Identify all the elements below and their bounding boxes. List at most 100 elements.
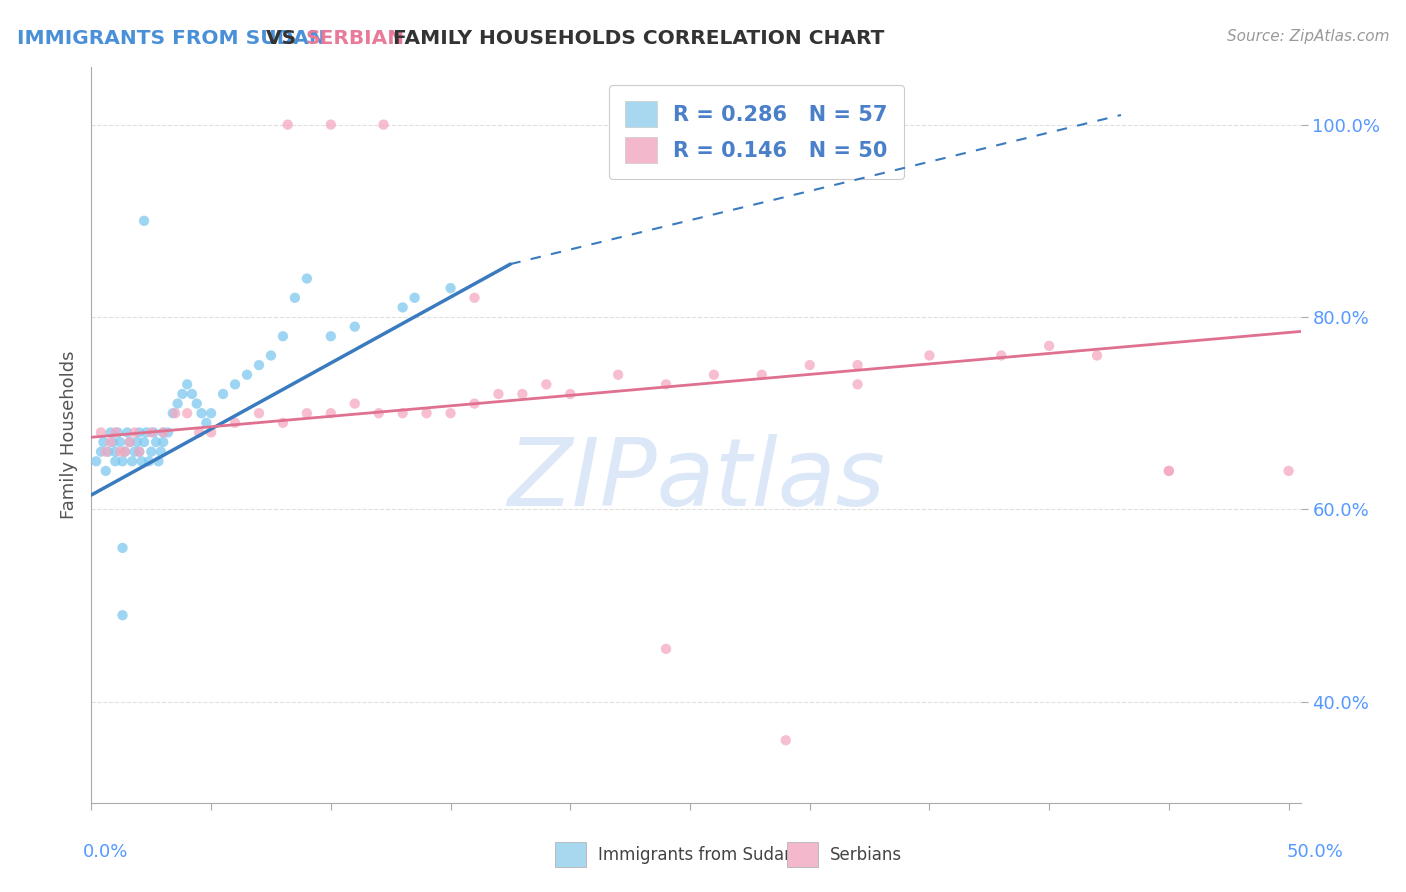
- Point: [343, 319, 366, 334]
- Point: [128, 444, 150, 458]
- Point: [118, 435, 141, 450]
- Point: [560, 387, 582, 401]
- Text: Source: ZipAtlas.com: Source: ZipAtlas.com: [1226, 29, 1389, 44]
- Point: [138, 454, 160, 468]
- Point: [132, 214, 155, 228]
- Point: [125, 435, 148, 450]
- Point: [224, 416, 246, 430]
- Point: [111, 454, 134, 468]
- Point: [1085, 349, 1108, 363]
- Point: [463, 396, 485, 410]
- Point: [104, 425, 127, 440]
- Point: [94, 464, 117, 478]
- Point: [152, 435, 174, 450]
- Point: [104, 454, 127, 468]
- Point: [124, 425, 146, 440]
- Point: [186, 396, 208, 410]
- Point: [156, 425, 179, 440]
- Point: [135, 425, 157, 440]
- Point: [271, 329, 294, 343]
- Point: [260, 349, 283, 363]
- Point: [319, 329, 342, 343]
- Text: IMMIGRANTS FROM SUDAN: IMMIGRANTS FROM SUDAN: [17, 29, 326, 47]
- Point: [463, 291, 485, 305]
- Point: [128, 425, 150, 440]
- Point: [90, 444, 112, 458]
- Point: [1157, 464, 1180, 478]
- Point: [121, 454, 143, 468]
- Point: [108, 444, 131, 458]
- Legend: R = 0.286   N = 57, R = 0.146   N = 50: R = 0.286 N = 57, R = 0.146 N = 50: [609, 85, 904, 179]
- Point: [415, 406, 437, 420]
- Point: [224, 377, 246, 392]
- Point: [536, 377, 558, 392]
- Text: Immigrants from Sudan: Immigrants from Sudan: [598, 846, 794, 863]
- Point: [236, 368, 259, 382]
- Point: [118, 435, 141, 450]
- Point: [104, 444, 127, 458]
- Text: Serbians: Serbians: [830, 846, 901, 863]
- Point: [107, 425, 129, 440]
- Point: [775, 733, 797, 747]
- Point: [131, 454, 153, 468]
- Point: [391, 301, 413, 315]
- Point: [200, 425, 222, 440]
- Point: [703, 368, 725, 382]
- Point: [295, 406, 318, 420]
- Point: [295, 271, 318, 285]
- Point: [655, 377, 678, 392]
- Point: [100, 425, 122, 440]
- Point: [200, 406, 222, 420]
- Point: [108, 435, 131, 450]
- Point: [111, 608, 134, 623]
- Point: [162, 406, 184, 420]
- Text: ZIPatlas: ZIPatlas: [508, 434, 884, 524]
- Point: [165, 406, 187, 420]
- Text: FAMILY HOUSEHOLDS CORRELATION CHART: FAMILY HOUSEHOLDS CORRELATION CHART: [385, 29, 884, 47]
- Point: [128, 444, 150, 458]
- Point: [373, 118, 395, 132]
- Point: [319, 118, 342, 132]
- Point: [152, 425, 174, 440]
- Point: [94, 444, 117, 458]
- Point: [101, 435, 124, 450]
- Point: [247, 358, 270, 372]
- Point: [166, 396, 188, 410]
- Point: [141, 425, 163, 440]
- Point: [1157, 464, 1180, 478]
- Point: [181, 387, 204, 401]
- Point: [751, 368, 773, 382]
- Point: [97, 444, 120, 458]
- Point: [145, 435, 167, 450]
- Point: [799, 358, 821, 372]
- Point: [319, 406, 342, 420]
- Point: [190, 406, 212, 420]
- Point: [188, 425, 211, 440]
- Point: [404, 291, 426, 305]
- Text: 0.0%: 0.0%: [83, 843, 128, 861]
- Point: [846, 358, 869, 372]
- Point: [142, 425, 165, 440]
- Point: [439, 281, 461, 295]
- Point: [114, 444, 136, 458]
- Point: [1277, 464, 1299, 478]
- Point: [846, 377, 869, 392]
- Text: 50.0%: 50.0%: [1286, 843, 1343, 861]
- Point: [149, 444, 172, 458]
- Point: [152, 425, 174, 440]
- Point: [512, 387, 534, 401]
- Point: [114, 444, 136, 458]
- Point: [607, 368, 630, 382]
- Point: [212, 387, 235, 401]
- Point: [488, 387, 510, 401]
- Point: [93, 435, 115, 450]
- Point: [277, 118, 299, 132]
- Point: [176, 377, 198, 392]
- Point: [176, 406, 198, 420]
- Point: [391, 406, 413, 420]
- Point: [918, 349, 941, 363]
- Point: [271, 416, 294, 430]
- Point: [284, 291, 307, 305]
- Point: [655, 641, 678, 656]
- Point: [172, 387, 194, 401]
